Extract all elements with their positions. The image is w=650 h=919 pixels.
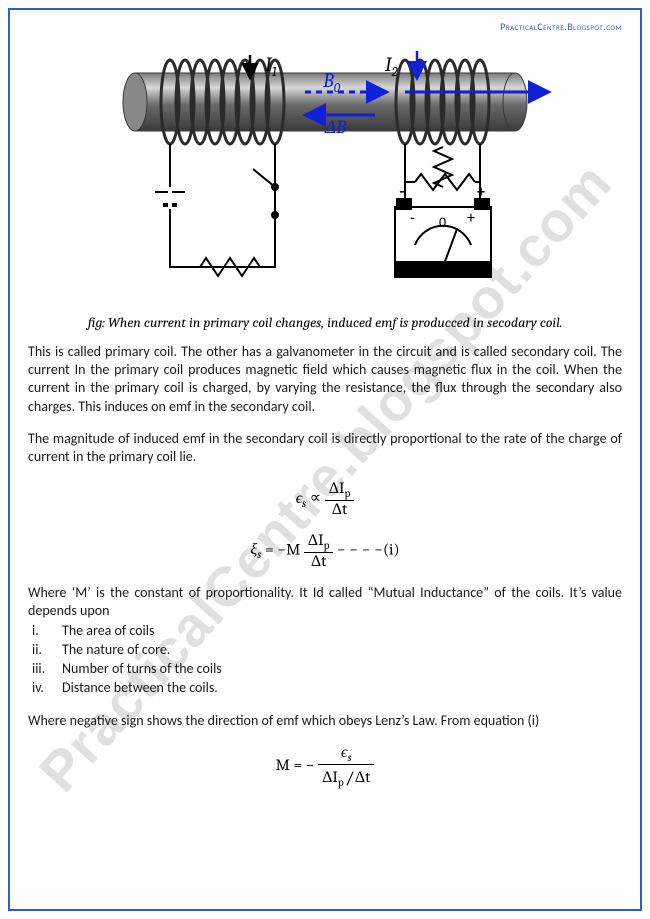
svg-text:+: + xyxy=(467,209,475,228)
svg-text:+: + xyxy=(477,183,485,202)
paragraph-2: The magnitude of induced emf in the seco… xyxy=(28,430,622,466)
page-border: PracticalCentre.blogspot.com PracticalCe… xyxy=(8,8,642,911)
site-link[interactable]: PracticalCentre.Blogspot.com xyxy=(28,20,622,33)
svg-text:ΔB: ΔB xyxy=(324,116,347,138)
list-item: i.The area of coils xyxy=(32,622,622,641)
svg-text:I1: I1 xyxy=(265,53,277,80)
equation-1: ϵs ∝ ΔIpΔt xyxy=(28,480,622,518)
paragraph-1: This is called primary coil. The other h… xyxy=(28,343,622,416)
page: PracticalCentre.blogspot.com PracticalCe… xyxy=(0,0,650,919)
list-item: iii.Number of turns of the coils xyxy=(32,660,622,679)
dependency-list: i.The area of coils ii.The nature of cor… xyxy=(28,622,622,698)
svg-text:−: − xyxy=(399,183,407,202)
list-item: iv.Distance between the coils. xyxy=(32,679,622,698)
list-item: ii.The nature of core. xyxy=(32,641,622,660)
figure-caption: fig: When current in primary coil change… xyxy=(28,314,622,331)
coil-diagram-svg: I1 I2 B0 ΔB xyxy=(75,37,575,307)
svg-text:-: - xyxy=(410,209,415,228)
equation-3: M = − ϵsΔIp⁄Δt xyxy=(28,744,622,789)
paragraph-3: Where ‘M’ is the constant of proportiona… xyxy=(28,584,622,620)
figure-mutual-inductance: I1 I2 B0 ΔB xyxy=(28,37,622,312)
equation-2: ξs = −M ΔIpΔt − − − −(i) xyxy=(28,532,622,570)
paragraph-4: Where negative sign shows the direction … xyxy=(28,712,622,730)
svg-text:I2: I2 xyxy=(385,53,398,80)
svg-text:0: 0 xyxy=(439,214,446,231)
